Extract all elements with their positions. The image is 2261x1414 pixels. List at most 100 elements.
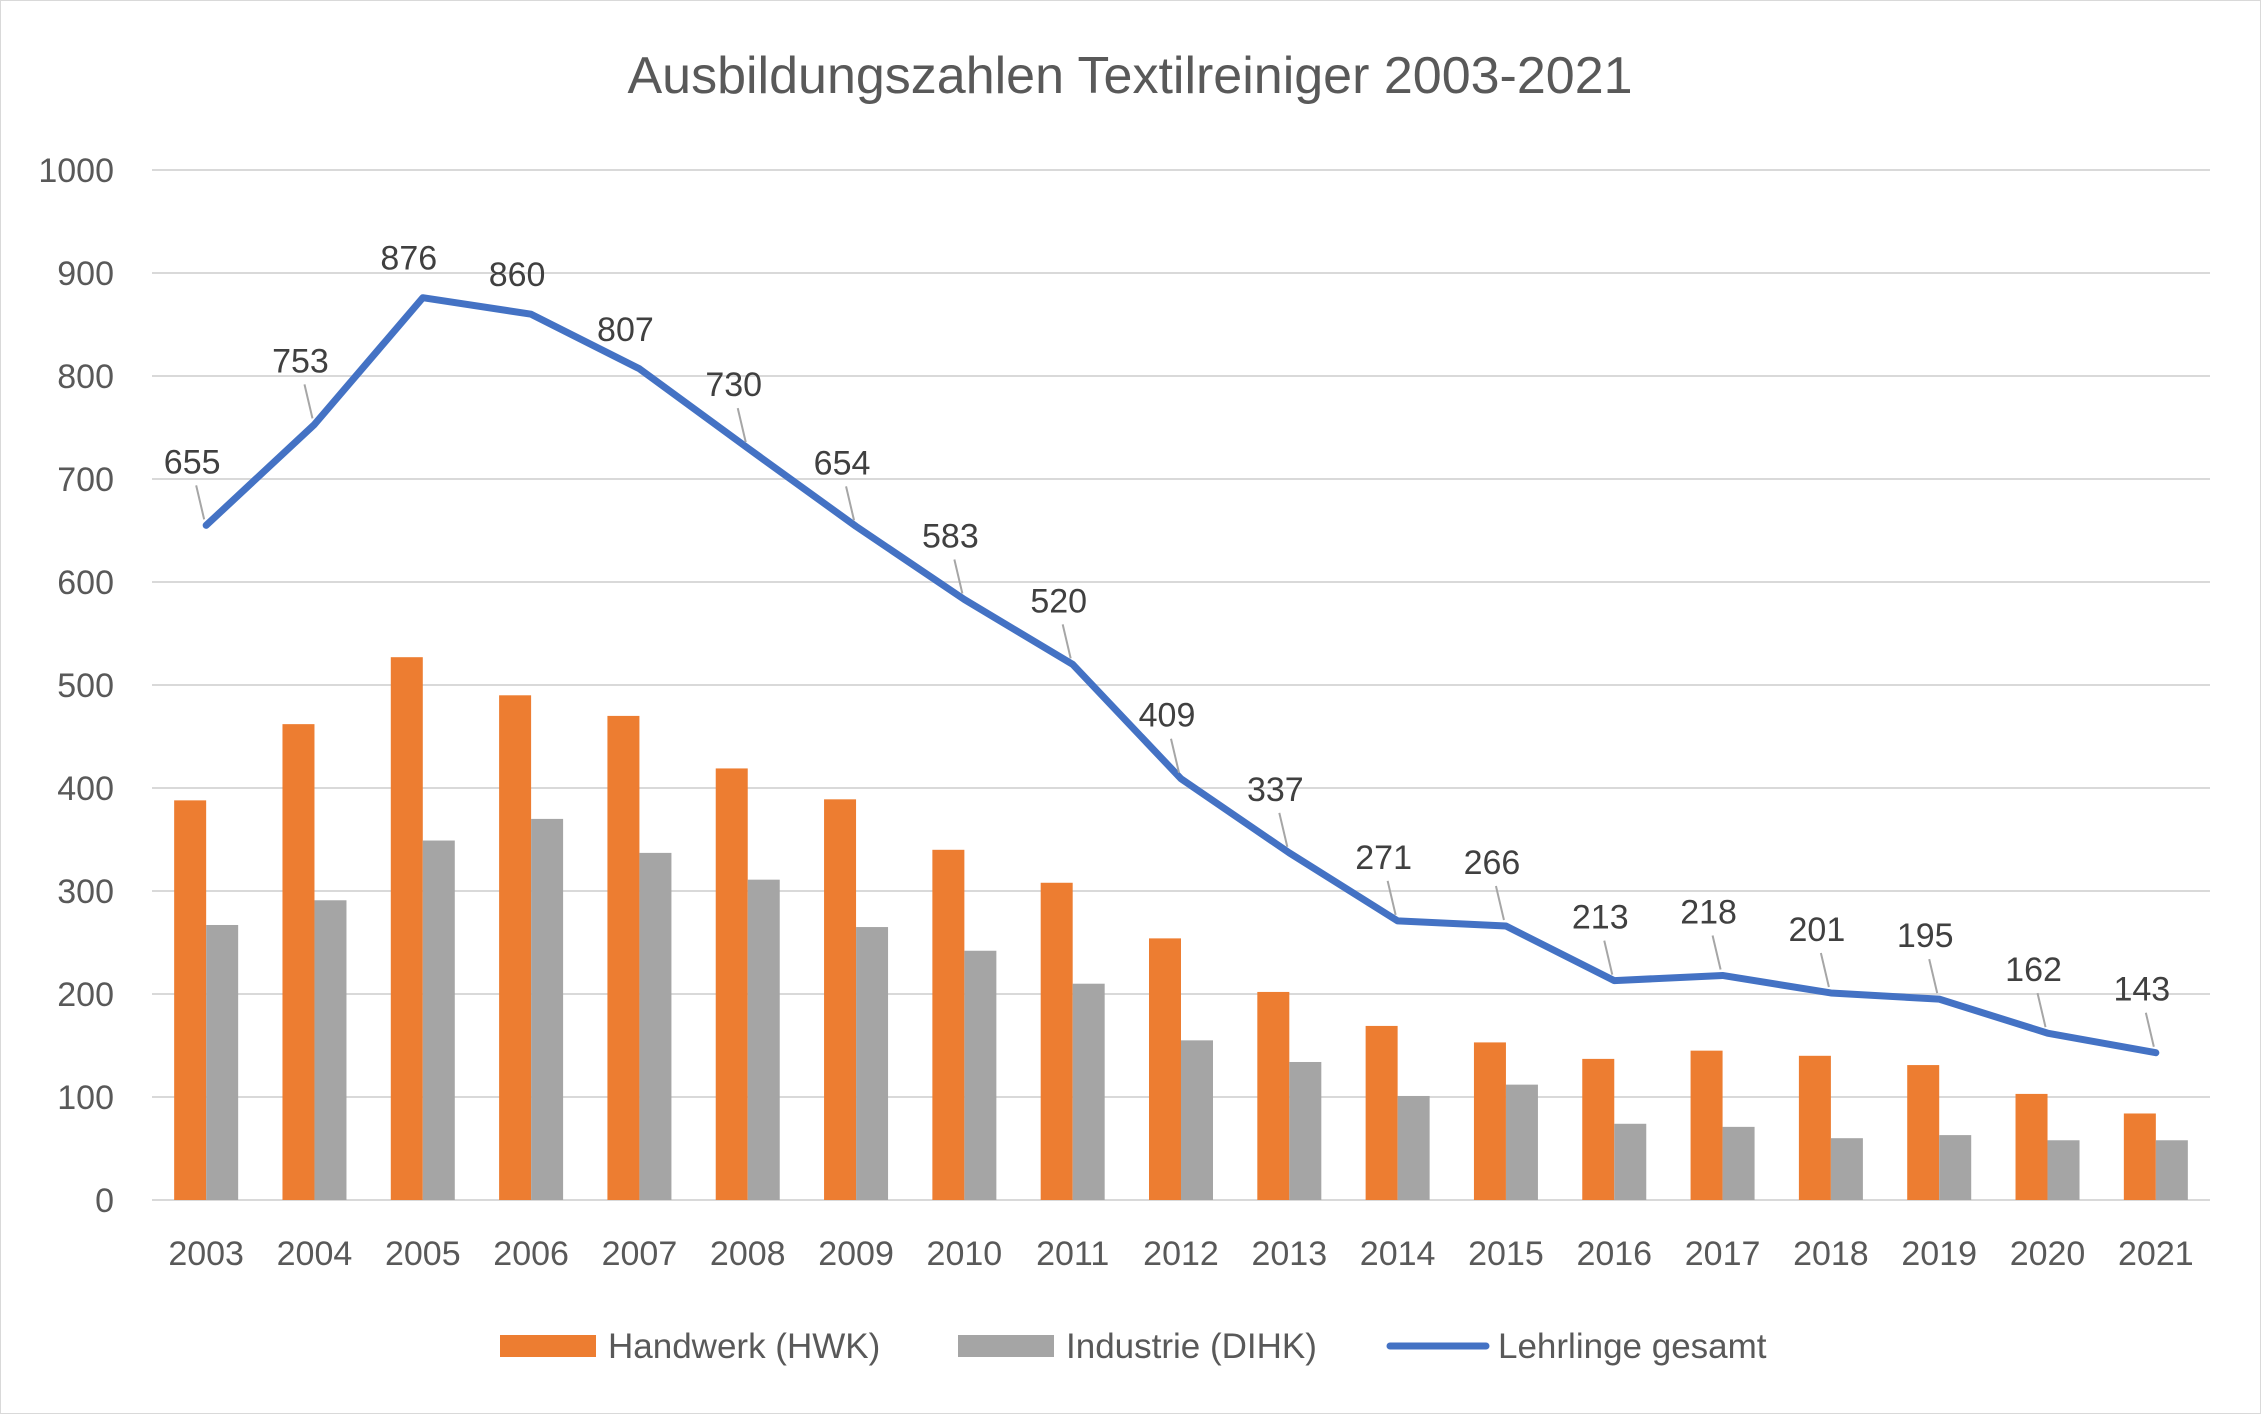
bar-handwerk-2007 xyxy=(607,715,640,1200)
y-tick-label: 400 xyxy=(57,770,114,808)
x-tick-label: 2010 xyxy=(927,1235,1003,1273)
leader-line xyxy=(1819,952,1830,988)
x-tick-label: 2014 xyxy=(1360,1235,1436,1273)
leader-line xyxy=(1928,958,1939,994)
leader-line xyxy=(1170,738,1180,773)
legend-label: Lehrlinge gesamt xyxy=(1498,1327,1767,1366)
x-tick-label: 2009 xyxy=(818,1235,894,1273)
chart-title: Ausbildungszahlen Textilreiniger 2003-20… xyxy=(627,47,1632,105)
x-tick-label: 2007 xyxy=(602,1235,678,1273)
leader-line xyxy=(195,485,206,520)
bar-handwerk-2003 xyxy=(174,800,207,1200)
x-tick-label: 2004 xyxy=(277,1235,353,1273)
x-tick-label: 2015 xyxy=(1468,1235,1544,1273)
bar-industrie-2007 xyxy=(639,852,672,1200)
data-label-2017: 218 xyxy=(1680,893,1737,931)
leader-line xyxy=(736,407,747,443)
leader-line xyxy=(1711,935,1722,970)
leader-line xyxy=(2036,992,2047,1028)
data-label-2015: 266 xyxy=(1464,844,1521,882)
data-label-2006: 860 xyxy=(489,256,546,294)
leader-line xyxy=(2144,1012,2155,1047)
data-label-2014: 271 xyxy=(1355,839,1412,877)
data-label-2016: 213 xyxy=(1572,899,1629,937)
line-lehrlinge-gesamt xyxy=(202,294,2160,1057)
data-label-2019: 195 xyxy=(1897,917,1954,955)
x-axis-tick-labels: 2003 2004 2005 2006 2007 2008 2009 2010 2011 2012… xyxy=(168,1235,2193,1273)
x-tick-label: 2020 xyxy=(2010,1235,2086,1273)
bar-industrie-2018 xyxy=(1830,1138,1863,1200)
data-label-2004: 753 xyxy=(272,342,329,380)
y-tick-label: 0 xyxy=(95,1182,114,1220)
bar-industrie-2011 xyxy=(1072,983,1105,1200)
bar-industrie-2019 xyxy=(1939,1135,1972,1200)
x-tick-label: 2006 xyxy=(493,1235,569,1273)
y-tick-label: 200 xyxy=(57,976,114,1014)
bar-industrie-2014 xyxy=(1397,1095,1430,1200)
x-tick-label: 2005 xyxy=(385,1235,461,1273)
y-tick-label: 300 xyxy=(57,873,114,911)
data-label-2003: 655 xyxy=(164,443,221,481)
legend-label: Handwerk (HWK) xyxy=(608,1327,880,1366)
bar-handwerk-2005 xyxy=(390,657,423,1200)
bar-industrie-2015 xyxy=(1505,1084,1538,1200)
data-label-2021: 143 xyxy=(2113,971,2170,1009)
legend: Handwerk (HWK) Industrie (DIHK) Lehrlinge … xyxy=(500,1327,1767,1366)
x-tick-label: 2003 xyxy=(168,1235,244,1273)
bar-handwerk-2016 xyxy=(1582,1058,1615,1200)
bar-handwerk-2012 xyxy=(1149,938,1181,1200)
y-tick-label: 100 xyxy=(57,1079,114,1117)
bar-industrie-2010 xyxy=(964,950,997,1200)
data-label-2011: 520 xyxy=(1030,582,1087,620)
leader-line xyxy=(1061,624,1072,659)
bar-industrie-2004 xyxy=(314,900,347,1200)
data-label-2009: 654 xyxy=(814,444,871,482)
x-tick-label: 2011 xyxy=(1036,1235,1109,1273)
gridlines xyxy=(152,169,2210,1201)
data-label-2007: 807 xyxy=(597,311,654,349)
y-tick-label: 1000 xyxy=(38,152,114,190)
legend-swatch-0 xyxy=(500,1335,596,1357)
data-label-2018: 201 xyxy=(1789,911,1846,949)
bar-industrie-2005 xyxy=(422,840,455,1200)
bar-handwerk-2020 xyxy=(2015,1093,2048,1200)
y-tick-label: 900 xyxy=(57,255,114,293)
bar-handwerk-2009 xyxy=(824,799,857,1200)
legend-label: Industrie (DIHK) xyxy=(1066,1327,1317,1366)
data-label-2010: 583 xyxy=(922,518,979,556)
leader-line xyxy=(1494,885,1505,921)
bar-industrie-2016 xyxy=(1614,1123,1647,1200)
x-tick-label: 2019 xyxy=(1901,1235,1977,1273)
data-label-2005: 876 xyxy=(380,240,437,278)
line-series xyxy=(202,294,2160,1057)
y-axis-tick-labels: 0 100 200 300 400 500 600 700 800 900 1000 xyxy=(38,152,114,1220)
leader-line xyxy=(845,486,856,521)
bar-handwerk-2019 xyxy=(1907,1065,1940,1200)
x-tick-label: 2021 xyxy=(2118,1235,2194,1273)
leader-line xyxy=(953,559,964,594)
data-labels: 655 753 876 860 807 730 654 583 520 409 337 271 266 2… xyxy=(164,240,2170,1047)
data-label-2013: 337 xyxy=(1247,771,1304,809)
leader-line xyxy=(303,384,314,419)
bar-industrie-2009 xyxy=(856,927,889,1200)
data-label-2012: 409 xyxy=(1139,697,1196,735)
bar-handwerk-2018 xyxy=(1798,1055,1831,1200)
bar-industrie-2006 xyxy=(531,818,564,1200)
bar-handwerk-2017 xyxy=(1690,1050,1723,1200)
bar-handwerk-2015 xyxy=(1473,1042,1506,1200)
leader-line xyxy=(1603,940,1614,975)
legend-swatch-1 xyxy=(958,1335,1054,1357)
bar-industrie-2020 xyxy=(2047,1140,2080,1200)
bar-industrie-2017 xyxy=(1722,1126,1755,1200)
bar-industrie-2008 xyxy=(747,879,780,1200)
data-label-2008: 730 xyxy=(705,366,762,404)
bar-handwerk-2006 xyxy=(499,695,532,1200)
bar-handwerk-2008 xyxy=(715,768,748,1200)
y-tick-label: 600 xyxy=(57,564,114,602)
bar-industrie-2013 xyxy=(1289,1061,1322,1200)
x-tick-label: 2016 xyxy=(1576,1235,1652,1273)
bar-handwerk-2013 xyxy=(1257,991,1290,1200)
bar-handwerk-2010 xyxy=(932,849,965,1200)
y-tick-label: 500 xyxy=(57,667,114,705)
